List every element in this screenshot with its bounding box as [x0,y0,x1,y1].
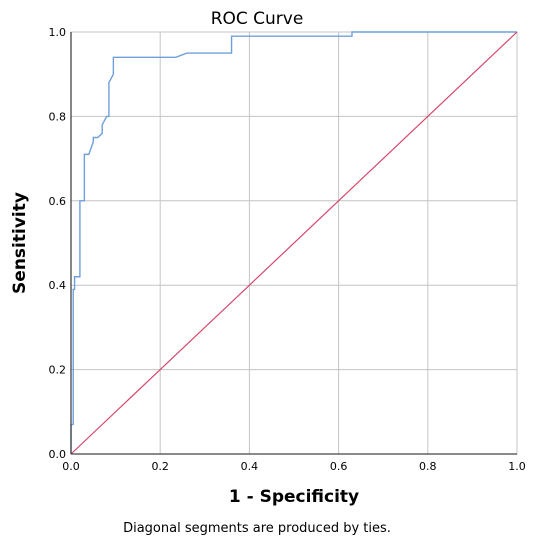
y-tick-label: 0.0 [49,448,67,461]
y-tick-label: 0.6 [49,195,67,208]
footnote: Diagonal segments are produced by ties. [123,521,391,536]
y-tick-label: 0.2 [49,364,67,377]
series-group [70,31,518,455]
y-tick-label: 0.8 [49,110,67,123]
x-tick-label: 1.0 [508,460,526,473]
x-tick-label: 0.8 [419,460,437,473]
x-axis-label: 1 - Specificity [229,487,359,507]
y-tick-label: 0.4 [49,279,67,292]
tick-labels: 0.0 0.2 0.4 0.6 0.8 1.0 0.0 0.2 0.4 0.6 0.8 1.0 [49,26,526,473]
x-tick-label: 0.6 [330,460,348,473]
x-tick-label: 0.0 [62,460,80,473]
chart-title: ROC Curve [211,9,304,29]
y-axis-label: Sensitivity [10,192,30,294]
x-tick-label: 0.2 [151,460,169,473]
y-tick-label: 1.0 [49,26,67,39]
x-tick-label: 0.4 [241,460,259,473]
roc-curve-line [70,31,517,454]
reference-diagonal-line [70,31,518,455]
